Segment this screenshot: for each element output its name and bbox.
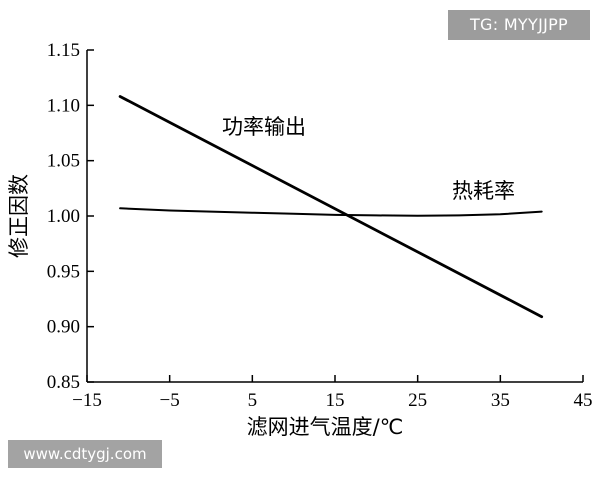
y-tick-label: 1.10 [47, 95, 80, 116]
y-ticks: 0.85 0.90 0.95 1.00 1.05 1.10 1.15 [47, 40, 94, 393]
y-tick-label: 1.00 [47, 206, 80, 227]
y-tick-label: 1.05 [47, 151, 80, 172]
x-tick-label: 25 [408, 390, 427, 411]
x-tick-label: 15 [326, 390, 345, 411]
y-tick-label: 0.85 [47, 372, 80, 393]
y-tick-label: 0.90 [47, 317, 80, 338]
x-tick-label: 35 [491, 390, 510, 411]
series-label-power-output: 功率输出 [222, 115, 306, 139]
x-tick-label: −15 [72, 390, 102, 411]
series-line-power-output [118, 95, 544, 319]
series-label-heat-rate: 热耗率 [452, 179, 515, 203]
x-tick-label: −5 [160, 390, 180, 411]
series-line-heat-rate [119, 207, 543, 217]
x-ticks: −15 −5 5 15 25 35 45 [72, 375, 593, 411]
x-tick-label: 45 [574, 390, 593, 411]
series-layer [118, 95, 544, 319]
watermark-bottom: www.cdtygj.com [8, 440, 162, 468]
y-tick-label: 1.15 [47, 40, 80, 61]
x-axis-title: 滤网进气温度/℃ [247, 415, 404, 439]
y-axis-title: 修正因数 [7, 174, 31, 258]
x-tick-label: 5 [248, 390, 258, 411]
watermark-top: TG: MYYJJPP [448, 10, 590, 40]
y-tick-label: 0.95 [47, 261, 80, 282]
chart-axes [86, 50, 583, 383]
